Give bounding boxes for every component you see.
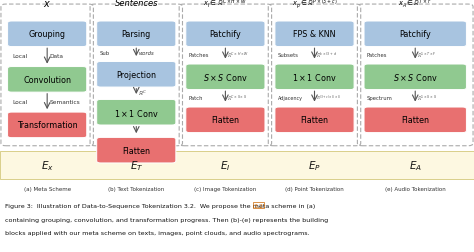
FancyBboxPatch shape bbox=[275, 22, 354, 47]
Text: words: words bbox=[138, 51, 154, 56]
FancyBboxPatch shape bbox=[275, 108, 354, 133]
Text: Transformation: Transformation bbox=[17, 121, 77, 130]
Text: Flatten: Flatten bbox=[122, 146, 150, 155]
Text: Convolution: Convolution bbox=[23, 76, 71, 84]
Text: Adjacency: Adjacency bbox=[278, 96, 303, 101]
Text: blocks applied with our meta scheme on texts, images, point clouds, and audio sp: blocks applied with our meta scheme on t… bbox=[5, 231, 310, 236]
Text: (d) Point Tokenization: (d) Point Tokenization bbox=[285, 186, 344, 192]
Bar bbox=[0, 151, 474, 179]
Text: Figure 3:  Illustration of Data-to-Sequence Tokenization 3.2.  We propose the me: Figure 3: Illustration of Data-to-Sequen… bbox=[5, 203, 315, 208]
Text: $x_p\in\mathbb{R}^{P\times(3+c)}$: $x_p\in\mathbb{R}^{P\times(3+c)}$ bbox=[292, 0, 337, 11]
Text: Grouping: Grouping bbox=[28, 30, 66, 39]
Text: Subsets: Subsets bbox=[278, 53, 299, 58]
Text: $E_T$: $E_T$ bbox=[129, 158, 143, 172]
FancyBboxPatch shape bbox=[97, 138, 176, 163]
Text: $S\times S$ Conv: $S\times S$ Conv bbox=[393, 72, 438, 83]
FancyBboxPatch shape bbox=[97, 62, 176, 88]
Text: Patch: Patch bbox=[189, 96, 203, 101]
Text: $\mathbb{R}^{C\times H\times W}$: $\mathbb{R}^{C\times H\times W}$ bbox=[228, 51, 249, 60]
Text: Parsing: Parsing bbox=[122, 30, 151, 39]
FancyBboxPatch shape bbox=[186, 22, 265, 47]
Text: (e) Audio Tokenization: (e) Audio Tokenization bbox=[385, 186, 446, 192]
Text: Patches: Patches bbox=[367, 53, 387, 58]
Text: $\mathbb{R}^{k\times(3+c)}$: $\mathbb{R}^{k\times(3+c)}$ bbox=[316, 51, 338, 60]
FancyBboxPatch shape bbox=[186, 108, 265, 133]
FancyBboxPatch shape bbox=[275, 65, 354, 90]
Text: Patchify: Patchify bbox=[210, 30, 241, 39]
Text: Flatten: Flatten bbox=[301, 116, 328, 125]
Text: (c) Image Tokenization: (c) Image Tokenization bbox=[194, 186, 256, 192]
Text: $E_I$: $E_I$ bbox=[220, 158, 231, 172]
Text: (b) Text Tokenization: (b) Text Tokenization bbox=[108, 186, 164, 192]
Text: Flatten: Flatten bbox=[401, 116, 429, 125]
Text: $\mathbb{R}^{C\times S\times S}$: $\mathbb{R}^{C\times S\times S}$ bbox=[228, 94, 247, 103]
Text: Patchify: Patchify bbox=[400, 30, 431, 39]
Text: $\mathbb{R}^{(3+c)\times S\times S}$: $\mathbb{R}^{(3+c)\times S\times S}$ bbox=[316, 94, 341, 103]
Text: Local: Local bbox=[13, 54, 28, 59]
Text: $E_P$: $E_P$ bbox=[308, 158, 321, 172]
Text: $1\times1$ Conv: $1\times1$ Conv bbox=[114, 107, 159, 118]
Text: Data: Data bbox=[49, 54, 64, 59]
Text: containing grouping, convolution, and transformation progress. Then (b)-(e) repr: containing grouping, convolution, and tr… bbox=[5, 217, 328, 222]
Text: Sub: Sub bbox=[100, 51, 109, 56]
Text: Local: Local bbox=[13, 100, 28, 105]
Text: 3.2: 3.2 bbox=[254, 203, 264, 208]
Text: $\mathbb{R}^C$: $\mathbb{R}^C$ bbox=[137, 89, 147, 98]
FancyBboxPatch shape bbox=[8, 67, 87, 93]
Text: Semantics: Semantics bbox=[49, 100, 80, 105]
Text: Spectrum: Spectrum bbox=[367, 96, 393, 101]
Text: Patches: Patches bbox=[189, 53, 209, 58]
FancyBboxPatch shape bbox=[97, 100, 176, 125]
Text: $S\times S$ Conv: $S\times S$ Conv bbox=[203, 72, 248, 83]
Text: $E_x$: $E_x$ bbox=[41, 158, 54, 172]
Text: Projection: Projection bbox=[116, 71, 156, 79]
Text: Flatten: Flatten bbox=[211, 116, 239, 125]
Text: $x$: $x$ bbox=[43, 0, 51, 9]
Text: $x_I\in\mathbb{R}^{C\times H\times W}$: $x_I\in\mathbb{R}^{C\times H\times W}$ bbox=[203, 0, 247, 10]
FancyBboxPatch shape bbox=[364, 108, 466, 133]
Text: $E_A$: $E_A$ bbox=[409, 158, 422, 172]
Text: $\mathbb{R}^{1\times T\times F}$: $\mathbb{R}^{1\times T\times F}$ bbox=[417, 51, 437, 60]
Text: $\mathbb{R}^{1\times S\times S}$: $\mathbb{R}^{1\times S\times S}$ bbox=[417, 94, 437, 103]
FancyBboxPatch shape bbox=[186, 65, 265, 90]
Text: $1\times1$ Conv: $1\times1$ Conv bbox=[292, 72, 337, 83]
Text: $x_A\in\mathbb{R}^{T\times F}$: $x_A\in\mathbb{R}^{T\times F}$ bbox=[398, 0, 432, 10]
FancyBboxPatch shape bbox=[8, 113, 87, 138]
FancyBboxPatch shape bbox=[97, 22, 176, 47]
FancyBboxPatch shape bbox=[8, 22, 87, 47]
Text: Sentences: Sentences bbox=[115, 0, 158, 8]
FancyBboxPatch shape bbox=[364, 22, 466, 47]
Text: (a) Meta Scheme: (a) Meta Scheme bbox=[24, 186, 71, 192]
FancyBboxPatch shape bbox=[364, 65, 466, 90]
Text: FPS & KNN: FPS & KNN bbox=[293, 30, 336, 39]
